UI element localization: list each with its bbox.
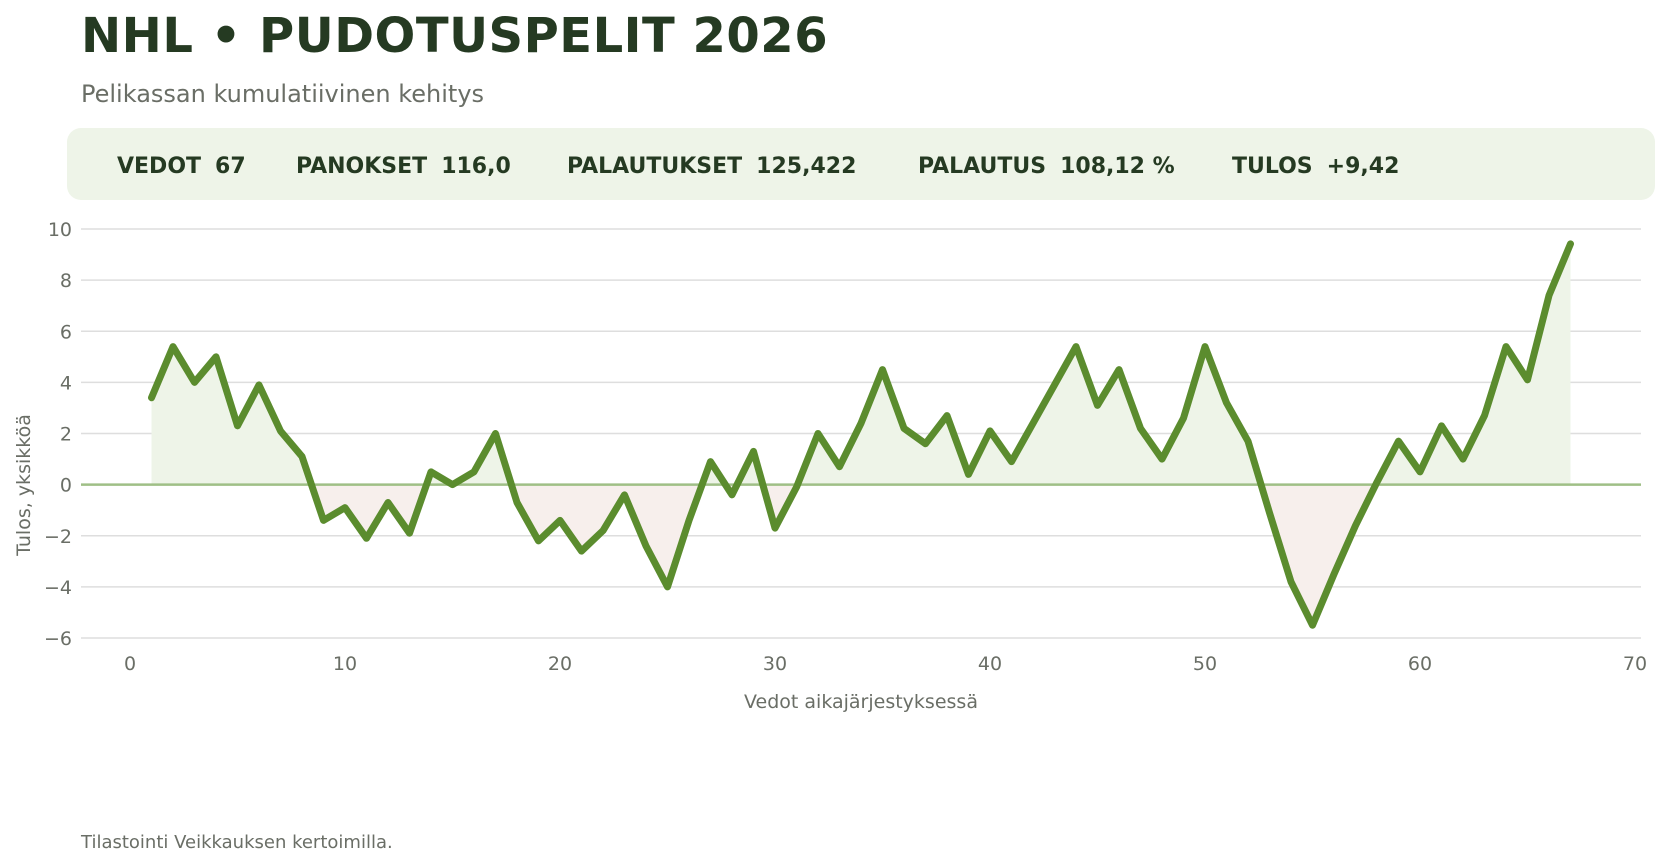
x-tick-label: 0 bbox=[124, 653, 136, 675]
stat-bets: VEDOT 67 bbox=[117, 154, 246, 179]
y-tick-label: −2 bbox=[44, 526, 72, 548]
stat-bets-value: 67 bbox=[215, 154, 246, 179]
y-tick-label: 8 bbox=[60, 270, 72, 292]
stats-bar: VEDOT 67 PANOKSET 116,0 PALAUTUKSET 125,422… bbox=[67, 128, 1655, 200]
stat-return-pct-value: 108,12 % bbox=[1060, 154, 1175, 179]
area-fill bbox=[151, 243, 1571, 626]
y-tick-label: 10 bbox=[48, 219, 72, 241]
y-tick-label: −4 bbox=[44, 577, 72, 599]
y-axis-label: Tulos, yksikköä bbox=[13, 414, 35, 557]
y-tick-label: 6 bbox=[60, 321, 72, 343]
page-subtitle: Pelikassan kumulatiivinen kehitys bbox=[81, 80, 485, 108]
positive-area bbox=[151, 243, 1571, 485]
x-tick-label: 30 bbox=[763, 653, 787, 675]
stat-stakes: PANOKSET 116,0 bbox=[296, 154, 511, 179]
tick-labels: −6 −4 −2 0 2 4 6 8 10 0 10 20 30 40 50 60 70 bbox=[44, 219, 1647, 675]
negative-area bbox=[151, 484, 1571, 626]
x-tick-label: 40 bbox=[978, 653, 1002, 675]
stat-bets-label: VEDOT bbox=[117, 154, 202, 179]
footer-note: Tilastointi Veikkauksen kertoimilla. bbox=[81, 832, 393, 853]
page-title: NHL • PUDOTUSPELIT 2026 bbox=[81, 8, 829, 64]
stat-returns-value: 125,422 bbox=[756, 154, 857, 179]
stat-return-pct-label: PALAUTUS bbox=[918, 154, 1047, 179]
stat-result-label: TULOS bbox=[1232, 154, 1313, 179]
x-tick-label: 70 bbox=[1623, 653, 1647, 675]
x-tick-label: 50 bbox=[1193, 653, 1217, 675]
y-tick-label: 4 bbox=[60, 372, 72, 394]
series-line bbox=[148, 240, 1574, 629]
stat-result: TULOS +9,42 bbox=[1232, 154, 1399, 179]
y-tick-label: −6 bbox=[44, 628, 72, 650]
x-tick-label: 10 bbox=[333, 653, 357, 675]
stat-returns-label: PALAUTUKSET bbox=[567, 154, 743, 179]
stat-result-value: +9,42 bbox=[1326, 154, 1400, 179]
x-tick-label: 60 bbox=[1408, 653, 1432, 675]
stat-return-pct: PALAUTUS 108,12 % bbox=[918, 154, 1175, 179]
stat-returns: PALAUTUKSET 125,422 bbox=[567, 154, 856, 179]
y-tick-label: 2 bbox=[60, 424, 72, 446]
grid-lines bbox=[81, 228, 1641, 639]
stat-stakes-value: 116,0 bbox=[441, 154, 511, 179]
x-tick-label: 20 bbox=[548, 653, 572, 675]
y-tick-label: 0 bbox=[60, 475, 72, 497]
x-axis-label: Vedot aikajärjestyksessä bbox=[744, 691, 978, 713]
stat-stakes-label: PANOKSET bbox=[296, 154, 428, 179]
